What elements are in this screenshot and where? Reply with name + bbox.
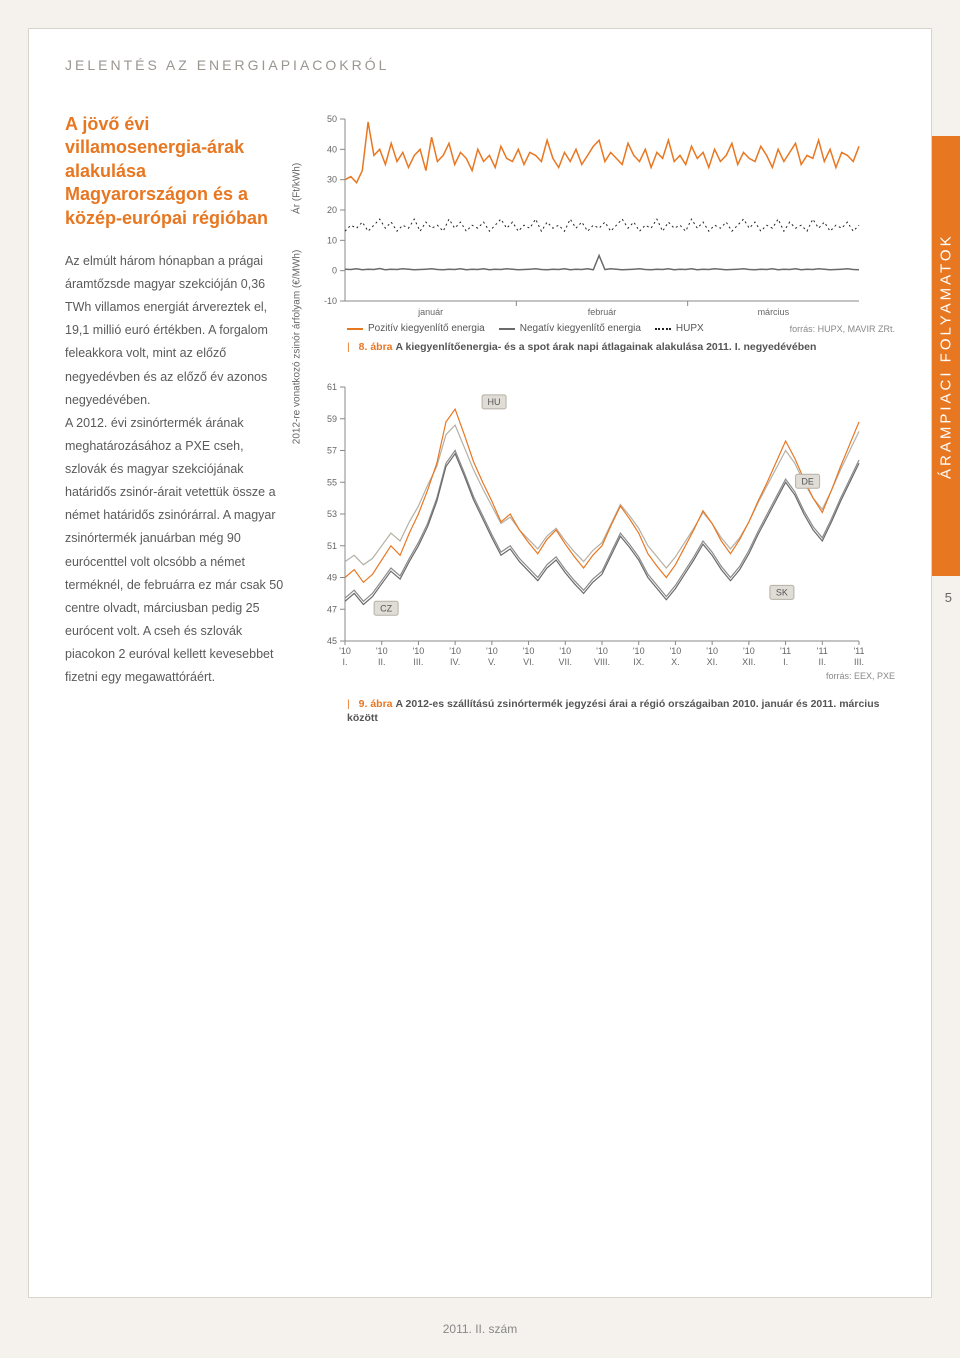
svg-text:20: 20 [327,205,337,215]
svg-text:-10: -10 [324,296,337,306]
legend-pos: Pozitív kiegyenlítő energia [347,323,485,334]
svg-text:XI.: XI. [707,657,718,667]
svg-text:március: március [758,307,790,317]
svg-text:59: 59 [327,413,337,423]
chart2-caption: | 9. ábra A 2012-es szállítású zsinórter… [307,697,895,726]
svg-text:DE: DE [801,476,814,486]
svg-text:X.: X. [671,657,680,667]
svg-text:61: 61 [327,382,337,392]
svg-text:II.: II. [819,657,827,667]
chart1-source: forrás: HUPX, MAVIR ZRt. [790,324,895,334]
svg-text:45: 45 [327,636,337,646]
svg-text:'10: '10 [376,646,388,656]
svg-text:10: 10 [327,235,337,245]
header-title: JELENTÉS AZ ENERGIAPIACOKRÓL [65,57,895,73]
svg-text:57: 57 [327,445,337,455]
svg-text:'10: '10 [706,646,718,656]
svg-text:HU: HU [488,397,501,407]
svg-text:IX.: IX. [633,657,644,667]
body-text: Az elmúlt három hónapban a prágai áramtő… [65,250,285,689]
chart1-caption: | 8. ábra A kiegyenlítőenergia- és a spo… [307,340,895,355]
svg-text:'11: '11 [817,646,828,656]
svg-text:'10: '10 [670,646,682,656]
left-column: A jövő évi villamosenergia-árak alakulás… [65,113,285,752]
page-container: JELENTÉS AZ ENERGIAPIACOKRÓL A jövő évi … [28,28,932,1298]
svg-text:III.: III. [854,657,864,667]
chart2-svg: 454749515355575961'10I.'10II.'10III.'10I… [307,381,867,671]
svg-text:'10: '10 [413,646,425,656]
svg-text:'10: '10 [339,646,351,656]
svg-text:47: 47 [327,604,337,614]
svg-text:'10: '10 [486,646,498,656]
chart-2: 2012-re vonatkozó zsinór árfolyam (€/MWh… [307,381,895,726]
legend-pos-label: Pozitív kiegyenlítő energia [368,323,485,334]
chart1-svg: -10 0 10 20 30 40 50 január február március [307,113,867,323]
legend-neg-label: Negatív kiegyenlítő energia [520,323,641,334]
svg-text:'10: '10 [596,646,608,656]
svg-text:V.: V. [488,657,496,667]
svg-text:53: 53 [327,509,337,519]
chart2-ylabel: 2012-re vonatkozó zsinór árfolyam (€/MWh… [292,250,303,445]
svg-text:50: 50 [327,114,337,124]
chart2-caption-title: A 2012-es szállítású zsinórtermék jegyzé… [347,698,879,725]
page-number: 5 [945,590,952,605]
svg-text:'10: '10 [449,646,461,656]
svg-text:I.: I. [783,657,788,667]
svg-text:február: február [588,307,617,317]
svg-text:IV.: IV. [450,657,460,667]
svg-text:VIII.: VIII. [594,657,610,667]
svg-text:49: 49 [327,572,337,582]
svg-text:január: január [417,307,443,317]
footer: 2011. II. szám [0,1322,960,1336]
svg-text:'11: '11 [853,646,864,656]
chart1-legend: Pozitív kiegyenlítő energia Negatív kieg… [307,323,895,334]
svg-text:'10: '10 [559,646,571,656]
chart2-caption-num: 9. ábra [359,698,393,710]
svg-text:30: 30 [327,175,337,185]
svg-text:'11: '11 [780,646,791,656]
legend-neg: Negatív kiegyenlítő energia [499,323,641,334]
svg-text:XII.: XII. [742,657,756,667]
svg-text:'10: '10 [743,646,755,656]
svg-text:'10: '10 [523,646,535,656]
sidebar-tab: ÁRAMPIACI FOLYAMATOK [932,136,960,576]
svg-text:I.: I. [342,657,347,667]
section-title: A jövő évi villamosenergia-árak alakulás… [65,113,285,230]
svg-text:40: 40 [327,144,337,154]
svg-text:55: 55 [327,477,337,487]
svg-text:CZ: CZ [380,603,392,613]
chart1-caption-title: A kiegyenlítőenergia- és a spot árak nap… [395,341,816,353]
svg-text:51: 51 [327,540,337,550]
svg-text:'10: '10 [633,646,645,656]
chart1-ylabel: Ár (Ft/kWh) [292,163,303,214]
legend-hupx-label: HUPX [676,323,704,334]
chart-1: Ár (Ft/kWh) -1001020304050januárfebruárm… [307,113,895,355]
chart2-source: forrás: EEX, PXE [826,671,895,681]
svg-text:VII.: VII. [559,657,573,667]
svg-text:VI.: VI. [523,657,534,667]
svg-text:SK: SK [776,587,788,597]
svg-text:III.: III. [413,657,423,667]
svg-text:0: 0 [332,266,337,276]
chart1-caption-num: 8. ábra [359,341,393,353]
right-column: Ár (Ft/kWh) -1001020304050januárfebruárm… [307,113,895,752]
chart2-source-row: forrás: EEX, PXE [307,671,895,681]
svg-text:II.: II. [378,657,386,667]
legend-hupx: HUPX [655,323,704,334]
